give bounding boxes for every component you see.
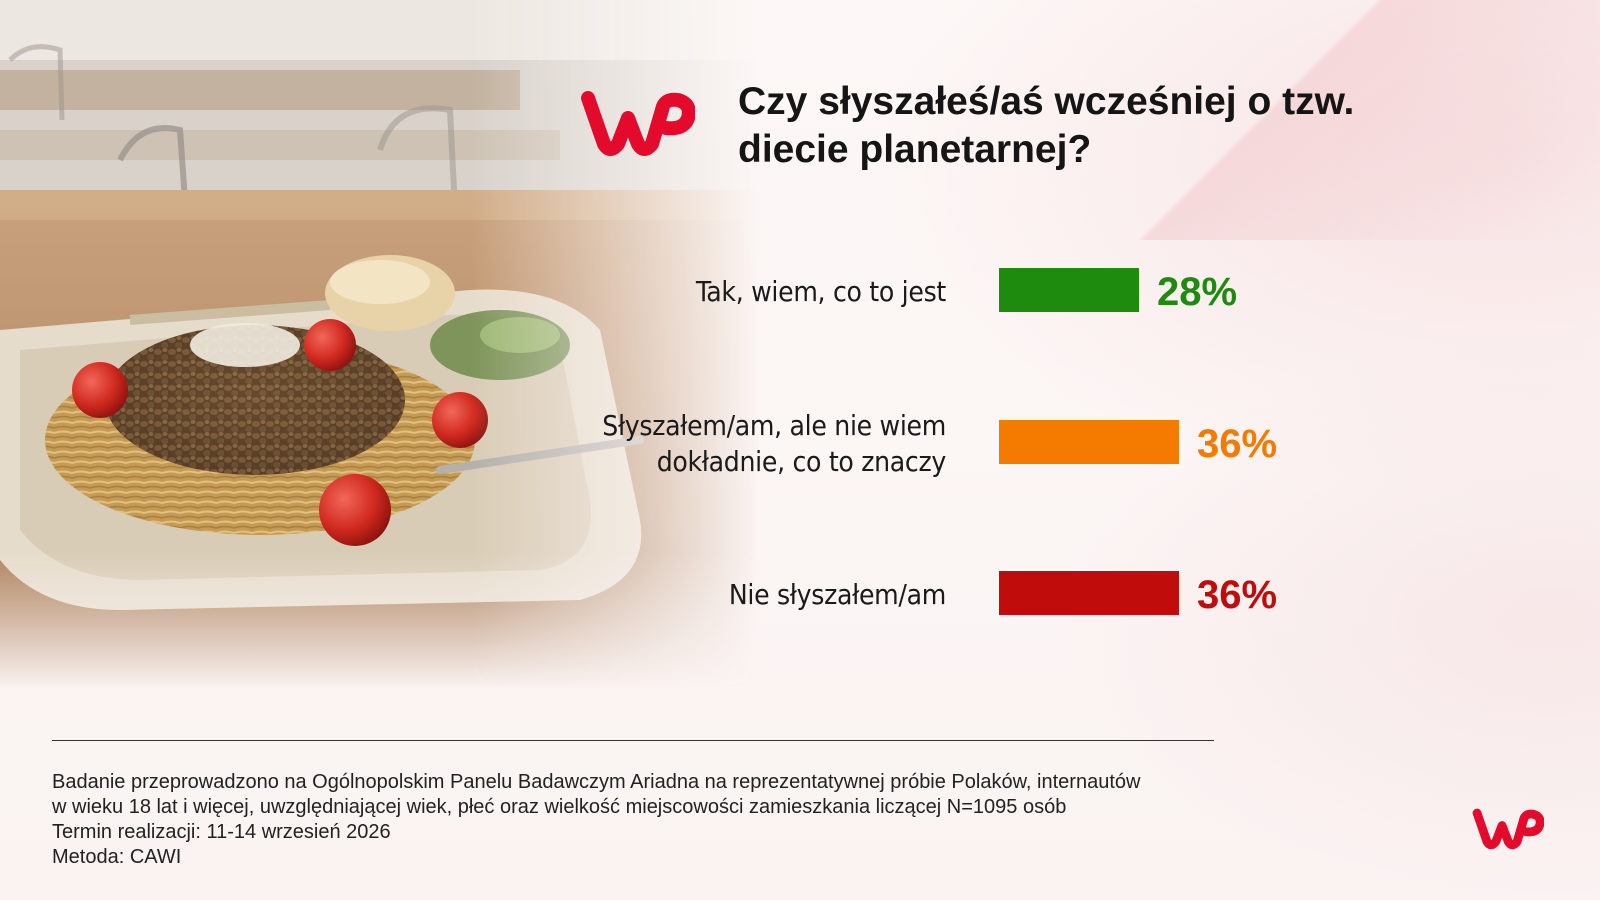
- value-label: 36%: [1197, 573, 1277, 617]
- note-line: w wieku 18 lat i więcej, uwzględniającej…: [52, 796, 1067, 818]
- bar: [999, 268, 1139, 312]
- note-line: Termin realizacji: 11-14 wrzesień 2026: [52, 821, 391, 843]
- value-label: 36%: [1197, 422, 1277, 466]
- category-label: Tak, wiem, co to jest: [695, 275, 947, 308]
- note-line: Metoda: CAWI: [52, 846, 182, 868]
- bar: [999, 571, 1179, 615]
- food-tray-photo: [0, 0, 760, 690]
- wp-logo-small-icon: [1472, 808, 1544, 850]
- category-label: Słyszałem/am, ale nie wiem: [602, 409, 946, 442]
- category-label: dokładnie, co to znaczy: [657, 445, 947, 478]
- value-label: 28%: [1157, 270, 1237, 314]
- category-label: Nie słyszałem/am: [729, 578, 946, 611]
- wp-logo-icon: [581, 91, 695, 156]
- background-stripe: [1040, 0, 1600, 240]
- chart-title: Czy słyszałeś/aś wcześniej o tzw. diecie…: [738, 80, 1355, 171]
- methodology-note: Badanie przeprowadzono na Ogólnopolskim …: [52, 770, 1302, 870]
- bar-chart: Tak, wiem, co to jest 28% Słyszałem/am, al…: [602, 268, 1277, 617]
- footer-divider: [52, 740, 1214, 741]
- note-line: Badanie przeprowadzono na Ogólnopolskim …: [52, 771, 1141, 793]
- bar: [999, 420, 1179, 464]
